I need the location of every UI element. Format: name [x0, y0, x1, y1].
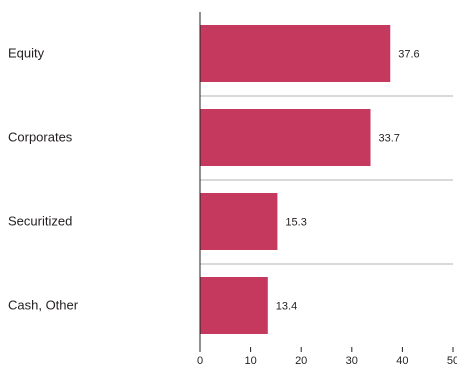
bar-equity — [200, 25, 391, 82]
x-tick-label: 20 — [295, 355, 307, 367]
x-axis-ticks: 0 10 20 30 40 50 — [197, 347, 457, 367]
category-label: Equity — [8, 46, 45, 61]
value-label: 37.6 — [398, 49, 419, 61]
category-separators — [200, 95, 453, 265]
x-tick-label: 30 — [346, 355, 358, 367]
value-label: 15.3 — [285, 217, 306, 229]
bar-cash-other — [200, 277, 268, 334]
category-label: Corporates — [8, 130, 73, 145]
x-tick-label: 40 — [396, 355, 408, 367]
category-label: Securitized — [8, 214, 72, 229]
value-label: 33.7 — [379, 133, 400, 145]
category-label: Cash, Other — [8, 298, 79, 313]
x-tick-label: 0 — [197, 355, 203, 367]
value-label: 13.4 — [276, 301, 297, 313]
x-tick-label: 50 — [447, 355, 457, 367]
bar-corporates — [200, 109, 371, 166]
bar-securitized — [200, 193, 278, 250]
value-labels: 37.6 33.7 15.3 13.4 — [276, 49, 420, 313]
x-tick-label: 10 — [244, 355, 256, 367]
bars-group — [200, 25, 391, 334]
category-labels: Equity Corporates Securitized Cash, Other — [8, 46, 79, 313]
